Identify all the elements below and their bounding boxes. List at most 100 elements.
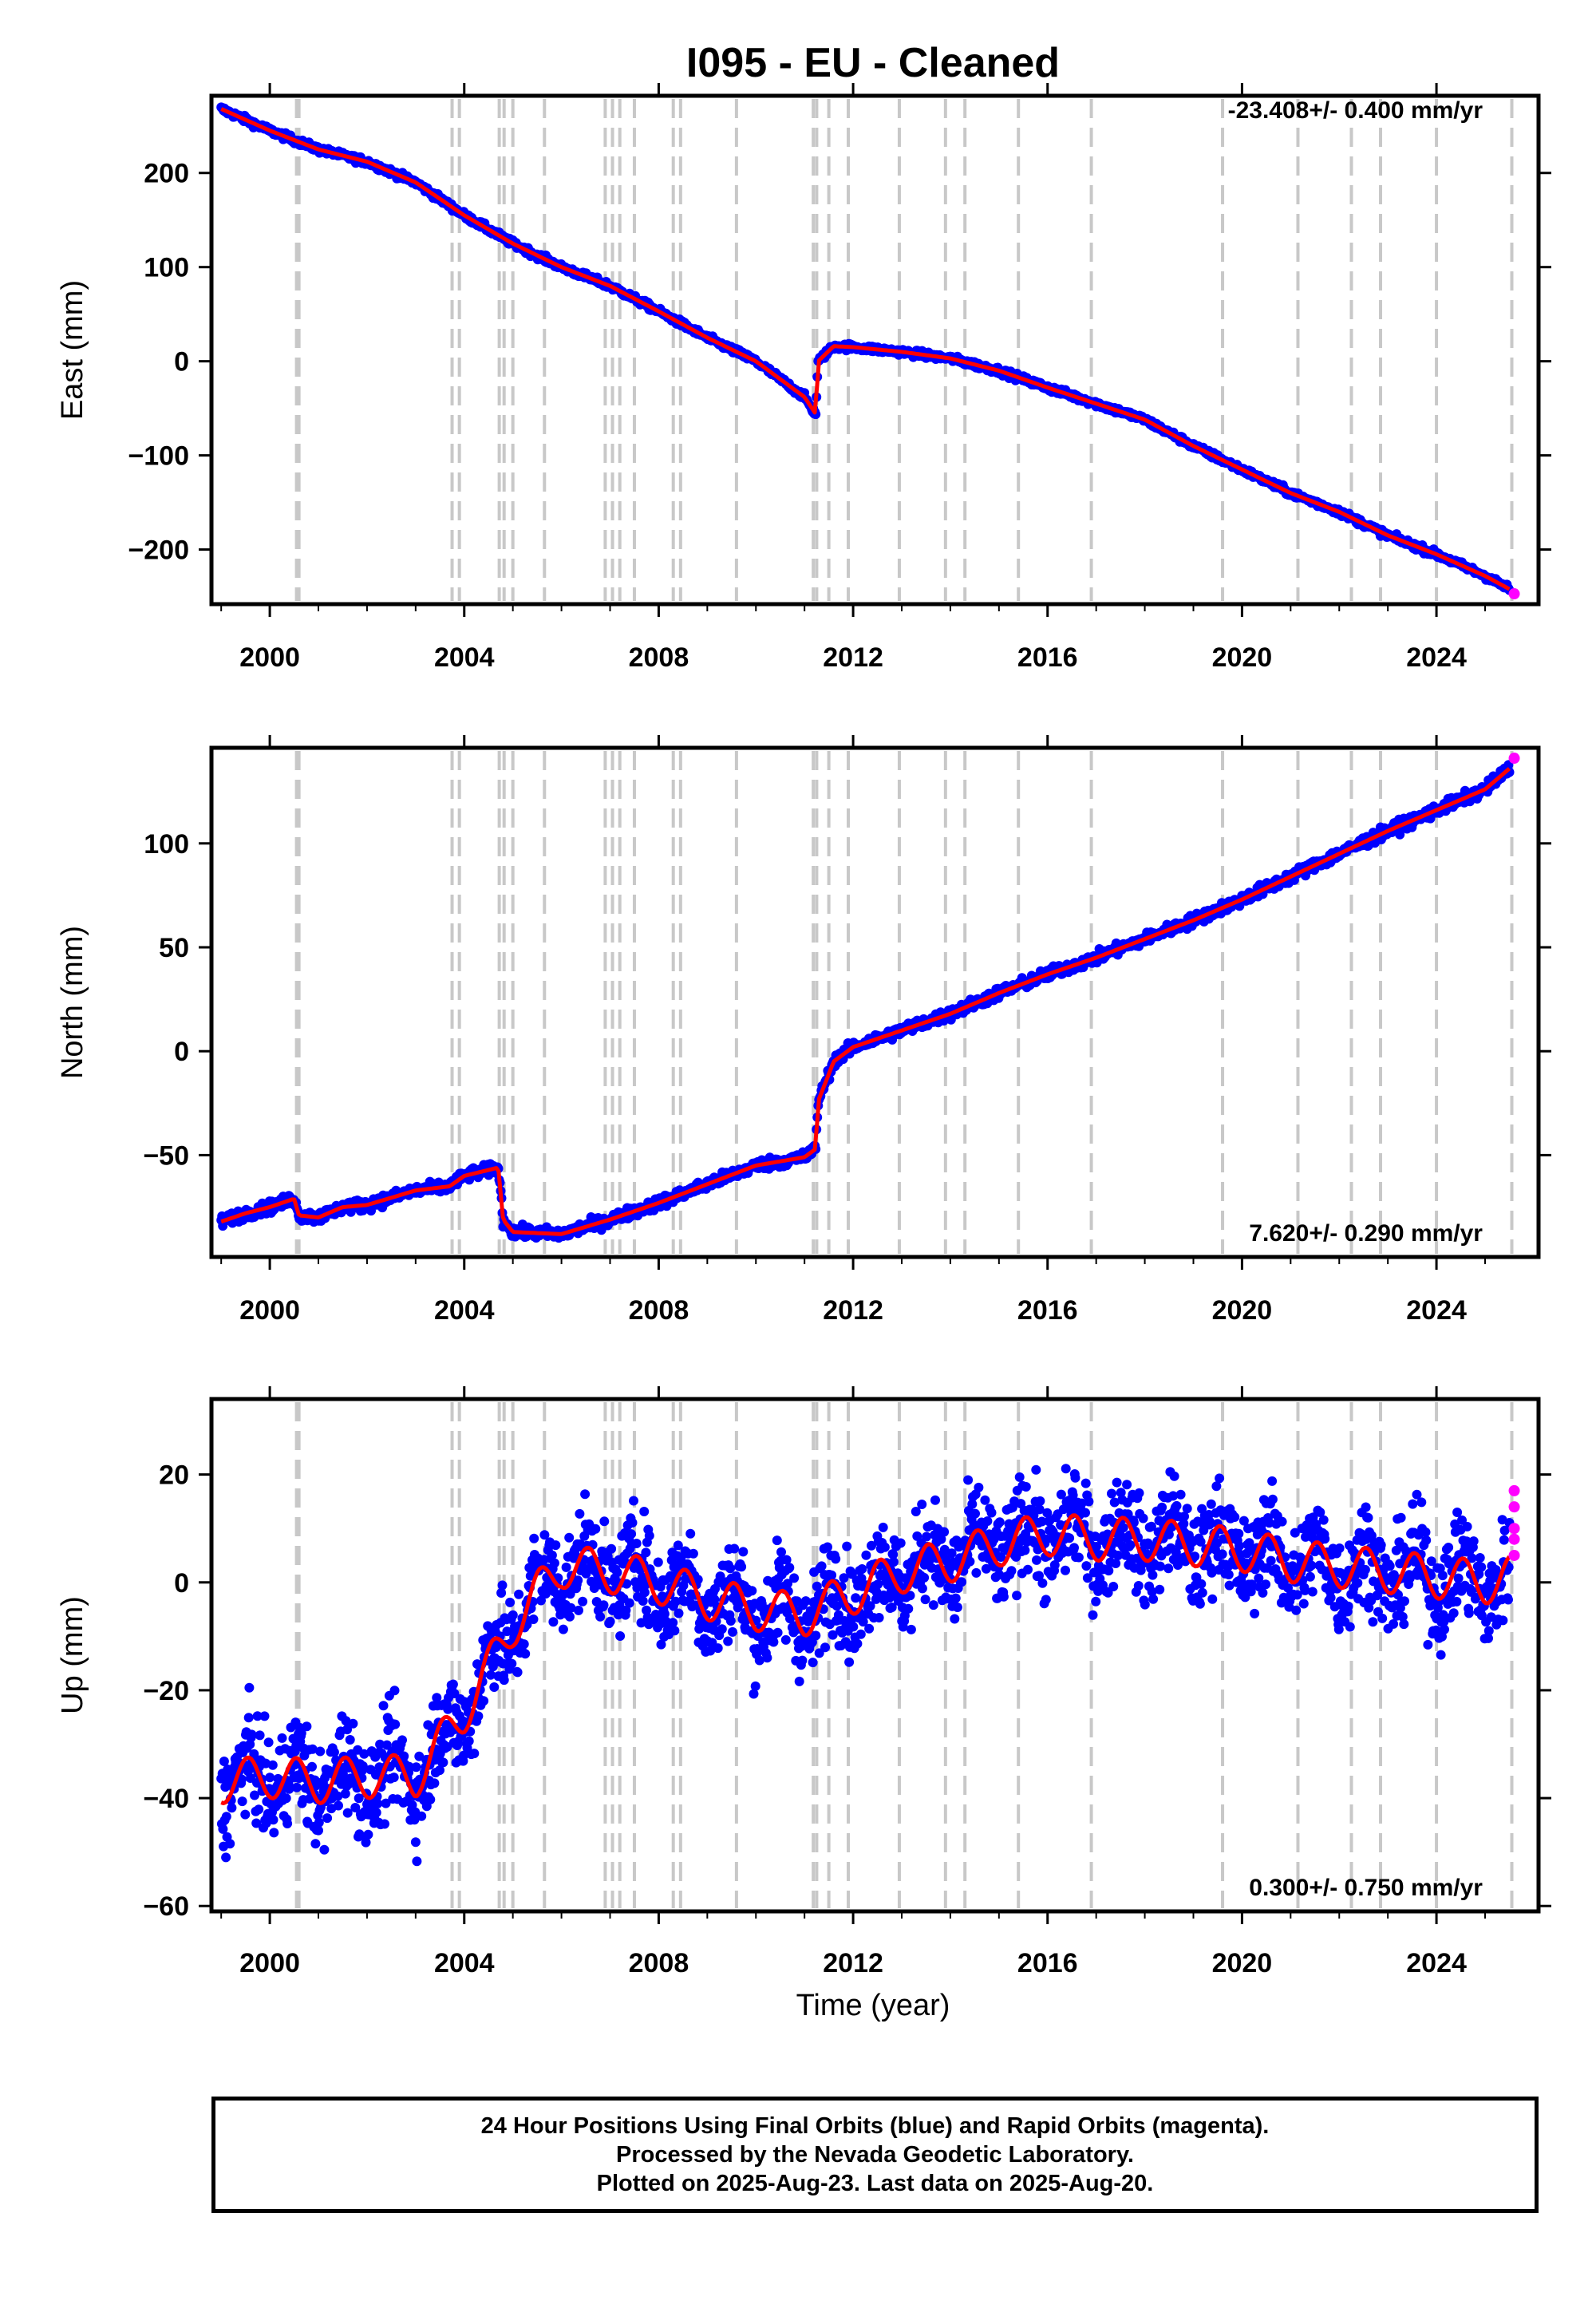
- x-tick-label: 2012: [823, 1948, 883, 1978]
- y-axis-label: North (mm): [56, 926, 89, 1079]
- final-orbit-point: [1065, 1533, 1075, 1543]
- final-orbit-point: [464, 1736, 474, 1746]
- y-tick-label: 0: [174, 1037, 189, 1067]
- final-orbit-point: [263, 1737, 274, 1748]
- final-orbit-point: [994, 1517, 1005, 1528]
- final-orbit-point: [268, 1815, 279, 1825]
- final-orbit-point: [389, 1773, 399, 1783]
- final-orbit-point: [920, 1595, 930, 1605]
- final-orbit-point: [624, 1598, 634, 1608]
- final-orbit-point: [269, 1828, 279, 1838]
- final-orbit-point: [1023, 1564, 1033, 1575]
- final-orbit-point: [1032, 1555, 1041, 1565]
- final-orbit-point: [794, 1676, 804, 1686]
- final-orbit-point: [784, 1563, 795, 1573]
- final-orbit-point: [259, 1711, 270, 1721]
- y-tick-label: 20: [159, 1460, 189, 1491]
- x-tick-label: 2004: [434, 1295, 495, 1326]
- y-axis-label: East (mm): [56, 280, 89, 420]
- final-orbit-point: [564, 1532, 575, 1543]
- final-orbit-point: [820, 1642, 830, 1653]
- y-tick-label: −50: [143, 1140, 189, 1171]
- final-orbit-point: [319, 1844, 330, 1855]
- final-orbit-point: [1104, 1566, 1114, 1576]
- final-orbit-point: [1080, 1478, 1091, 1488]
- final-orbit-point: [310, 1839, 321, 1849]
- x-tick-label: 2008: [629, 1295, 689, 1326]
- final-orbit-point: [750, 1681, 760, 1691]
- final-orbit-point: [776, 1547, 786, 1557]
- final-orbit-point: [520, 1649, 531, 1659]
- final-orbit-points: [216, 1464, 1515, 1867]
- final-orbit-point: [473, 1711, 484, 1721]
- x-tick-label: 2024: [1406, 1295, 1467, 1326]
- final-orbit-point: [878, 1522, 888, 1532]
- final-orbit-point: [895, 1538, 906, 1548]
- final-orbit-point: [772, 1535, 782, 1546]
- final-orbit-point: [861, 1550, 871, 1560]
- final-orbit-point: [725, 1563, 736, 1574]
- final-orbit-point: [639, 1507, 650, 1516]
- x-tick-label: 2020: [1212, 1948, 1273, 1978]
- rate-label: 7.620+/- 0.290 mm/yr: [1249, 1220, 1483, 1247]
- final-orbit-point: [237, 1796, 247, 1807]
- final-orbit-point: [928, 1600, 938, 1611]
- final-orbit-point: [1035, 1496, 1045, 1506]
- final-orbit-point: [939, 1527, 950, 1537]
- final-orbit-point: [1080, 1508, 1090, 1518]
- x-tick-label: 2012: [823, 642, 883, 673]
- final-orbit-point: [1037, 1578, 1048, 1588]
- final-orbit-point: [548, 1617, 559, 1627]
- final-orbit-point: [1070, 1472, 1080, 1483]
- y-tick-label: −200: [128, 536, 189, 566]
- y-tick-label: 0: [174, 1568, 189, 1599]
- final-orbit-point: [599, 1516, 610, 1527]
- final-orbit-point: [762, 1653, 772, 1663]
- final-orbit-point: [307, 1761, 317, 1772]
- final-orbit-point: [397, 1735, 407, 1745]
- final-orbit-point: [626, 1529, 636, 1539]
- final-orbit-point: [728, 1626, 737, 1637]
- final-orbit-point: [631, 1539, 642, 1548]
- final-orbit-point: [638, 1596, 648, 1606]
- final-orbit-point: [950, 1614, 960, 1624]
- final-orbit-point: [922, 1531, 931, 1542]
- final-orbit-point: [291, 1782, 302, 1792]
- final-orbit-point: [378, 1701, 389, 1711]
- final-orbit-point: [425, 1794, 436, 1804]
- final-orbit-point: [612, 1567, 622, 1578]
- final-orbit-point: [950, 1593, 961, 1603]
- final-orbit-point: [243, 1713, 254, 1723]
- rate-label: -23.408+/- 0.400 mm/yr: [1228, 97, 1483, 124]
- final-orbit-point: [605, 1616, 615, 1626]
- final-orbit-point: [565, 1611, 575, 1622]
- final-orbit-point: [1073, 1552, 1084, 1563]
- x-tick-label: 2016: [1017, 1948, 1078, 1978]
- figure-title: I095 - EU - Cleaned: [686, 40, 1060, 86]
- final-orbit-point: [930, 1495, 940, 1505]
- final-orbit-point: [598, 1600, 609, 1611]
- final-orbit-point: [411, 1762, 421, 1773]
- final-orbit-point: [412, 1856, 422, 1867]
- x-tick-label: 2012: [823, 1295, 883, 1326]
- final-orbit-point: [578, 1596, 588, 1607]
- final-orbit-point: [1014, 1472, 1025, 1482]
- final-orbit-point: [417, 1811, 427, 1821]
- final-orbit-point: [971, 1567, 982, 1578]
- final-orbit-point: [974, 1482, 984, 1492]
- final-orbit-point: [429, 1778, 440, 1788]
- final-orbit-point: [479, 1696, 489, 1706]
- final-orbit-point: [574, 1605, 583, 1615]
- final-orbit-point: [348, 1718, 358, 1729]
- y-tick-label: 200: [144, 159, 189, 189]
- x-tick-label: 2020: [1212, 642, 1273, 673]
- final-orbit-point: [345, 1735, 355, 1745]
- final-orbit-point: [670, 1626, 680, 1636]
- final-orbit-point: [575, 1508, 585, 1519]
- x-tick-label: 2008: [629, 1948, 689, 1978]
- final-orbit-point: [322, 1813, 333, 1824]
- final-orbit-point: [240, 1809, 251, 1820]
- final-orbit-point: [917, 1500, 927, 1509]
- final-orbit-point: [225, 1839, 235, 1849]
- final-orbit-point: [314, 1817, 324, 1828]
